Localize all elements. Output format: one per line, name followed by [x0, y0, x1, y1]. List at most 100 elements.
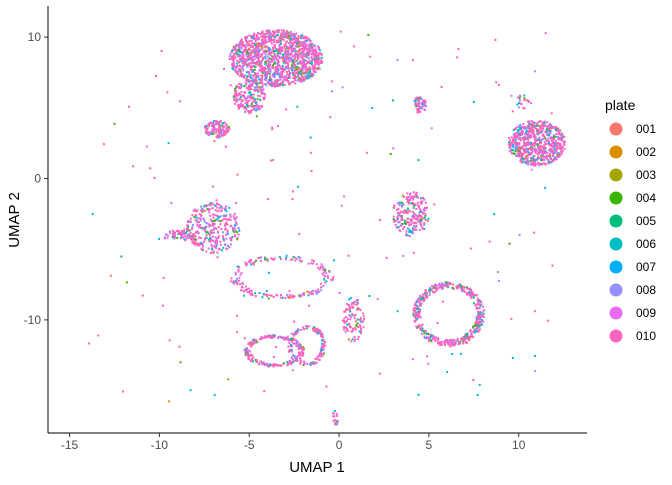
data-point	[410, 223, 413, 226]
data-point	[205, 222, 208, 225]
data-point	[291, 258, 294, 261]
data-point	[310, 290, 313, 293]
data-point	[522, 107, 525, 110]
legend-label: 008	[636, 283, 656, 297]
data-point	[204, 238, 207, 241]
data-point	[282, 54, 285, 57]
data-point	[261, 86, 264, 89]
data-point	[520, 129, 523, 132]
data-point	[378, 372, 381, 375]
data-point	[510, 148, 513, 151]
data-point	[274, 46, 277, 49]
data-point	[294, 68, 297, 71]
data-point	[282, 35, 285, 38]
data-point	[250, 50, 253, 52]
data-point	[238, 61, 241, 64]
data-point	[532, 135, 535, 138]
data-point	[288, 290, 291, 293]
data-point	[240, 286, 243, 289]
data-point	[215, 214, 218, 217]
data-point	[304, 40, 307, 43]
data-point	[558, 146, 561, 149]
data-point	[251, 35, 254, 37]
data-point	[301, 74, 304, 77]
data-point	[416, 317, 418, 320]
data-point	[268, 40, 271, 43]
data-point	[407, 207, 409, 210]
data-point	[242, 69, 245, 72]
data-point	[528, 160, 531, 163]
data-point	[274, 69, 277, 71]
data-point	[286, 337, 288, 339]
data-point	[482, 309, 485, 312]
data-point	[537, 137, 540, 140]
data-point	[513, 128, 516, 131]
data-point	[192, 235, 195, 238]
data-point	[194, 214, 197, 216]
data-point	[430, 339, 432, 342]
data-point	[547, 319, 550, 322]
data-point	[257, 45, 260, 48]
data-point	[269, 52, 272, 55]
data-point	[288, 47, 291, 50]
data-point	[128, 105, 130, 108]
data-point	[235, 94, 238, 97]
data-point	[287, 49, 290, 52]
data-point	[533, 124, 535, 127]
data-point	[438, 343, 441, 346]
data-point	[432, 285, 435, 288]
data-point	[177, 229, 180, 232]
data-point	[256, 60, 258, 63]
data-point	[318, 67, 320, 70]
data-point	[479, 305, 482, 307]
data-point	[305, 36, 308, 39]
data-point	[415, 224, 418, 227]
data-point	[279, 39, 282, 42]
data-point	[218, 215, 221, 218]
data-point	[444, 344, 446, 347]
data-point	[185, 231, 187, 234]
data-point	[427, 332, 430, 335]
data-point	[212, 133, 215, 135]
data-point	[273, 38, 276, 41]
data-point	[286, 31, 288, 34]
data-point	[211, 122, 214, 125]
data-point	[259, 98, 262, 101]
data-point	[515, 149, 518, 152]
data-point	[314, 48, 317, 51]
data-point	[345, 307, 348, 310]
data-point	[242, 49, 245, 52]
data-point	[331, 80, 334, 83]
data-point	[277, 64, 280, 67]
data-point	[476, 316, 479, 318]
data-point	[282, 39, 285, 42]
data-point	[153, 176, 156, 179]
data-point	[293, 74, 296, 77]
data-point	[252, 96, 255, 99]
data-point	[266, 335, 269, 337]
data-point	[253, 58, 256, 61]
data-point	[284, 53, 287, 56]
data-point	[525, 154, 528, 157]
data-point	[433, 335, 436, 338]
data-point	[332, 412, 334, 415]
data-point	[213, 223, 216, 226]
data-point	[239, 58, 242, 61]
data-point	[285, 55, 288, 58]
data-point	[279, 75, 282, 78]
data-point	[424, 213, 427, 216]
data-point	[309, 151, 312, 154]
data-point	[533, 231, 536, 234]
data-point	[297, 74, 300, 77]
data-point	[315, 61, 318, 64]
data-point	[221, 219, 224, 222]
data-point	[204, 131, 207, 134]
data-point	[226, 231, 229, 234]
data-point	[347, 317, 349, 320]
data-point	[405, 234, 407, 237]
data-point	[171, 236, 174, 239]
data-point	[241, 67, 244, 70]
data-point	[238, 49, 240, 52]
